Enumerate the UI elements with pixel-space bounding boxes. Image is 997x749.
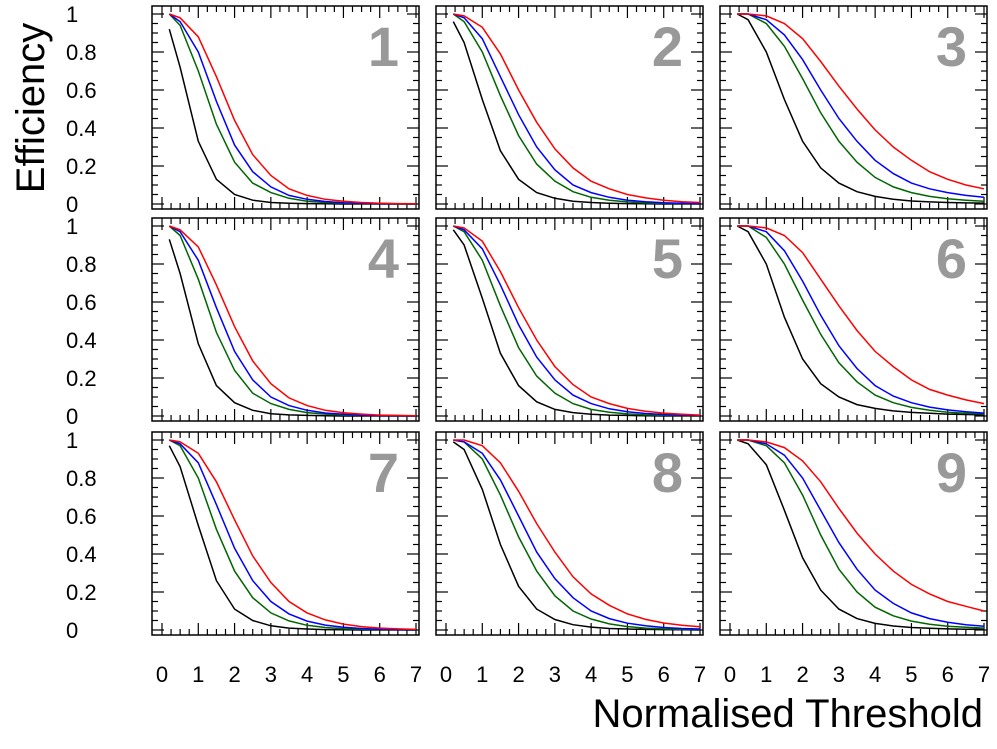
x-tick-label: 1 — [476, 662, 488, 687]
y-axis-title: Efficiency — [9, 23, 53, 193]
panel-9: 0 1 2 3 4 5 6 7 9 — [719, 431, 990, 687]
series-line-blue — [453, 13, 701, 205]
y-tick-label: 1 — [66, 214, 78, 239]
y-tick-label: 0.4 — [66, 542, 97, 567]
series-line-red — [737, 225, 985, 405]
panel-6: 6 — [719, 217, 988, 422]
y-tick-label: 0 — [66, 192, 78, 217]
x-axis-title: Normalised Threshold — [592, 692, 983, 736]
panel-3: 3 — [719, 5, 988, 210]
y-tick-label: 0.6 — [66, 290, 97, 315]
series-line-red — [453, 225, 701, 416]
series-line-blue — [737, 439, 985, 627]
y-tick-label: 0.4 — [66, 328, 97, 353]
x-tick-label: 4 — [301, 662, 313, 687]
y-tick-label: 0.2 — [66, 366, 97, 391]
series-line-red — [169, 13, 417, 205]
series-line-red — [737, 13, 985, 190]
series-line-blue — [737, 225, 985, 414]
panel-number-label: 5 — [652, 227, 683, 290]
panel-1: 0 0.2 0.4 0.6 0.8 1 1 — [66, 2, 420, 217]
x-tick-label: 3 — [265, 662, 277, 687]
panel-4: 0 0.2 0.4 0.6 0.8 1 4 — [66, 214, 420, 429]
y-tick-label: 0.2 — [66, 580, 97, 605]
series-line-blue — [737, 13, 985, 199]
panel-number-label: 4 — [368, 227, 399, 290]
panel-frame — [435, 431, 704, 636]
series-line-green — [452, 225, 701, 417]
y-tick-label: 0.8 — [66, 466, 97, 491]
y-tick-label: 1 — [66, 428, 78, 453]
panel-number-label: 2 — [652, 15, 683, 78]
panel-8: 0 1 2 3 4 5 6 7 8 — [435, 431, 706, 687]
panel-number-label: 3 — [936, 15, 967, 78]
series-line-blue — [453, 225, 701, 417]
x-tick-label: 4 — [869, 662, 881, 687]
x-tick-label: 4 — [585, 662, 597, 687]
panel-frame — [151, 431, 420, 636]
x-tick-label: 6 — [942, 662, 954, 687]
panel-7: 00.20.40.60.810 1 2 3 4 5 6 77 — [66, 428, 422, 687]
panel-grid: 00.20.40.60.811 2 300.20.40.60.814 5 600.20.… — [66, 2, 990, 687]
panel-frame — [151, 217, 420, 422]
y-tick-label: 0.6 — [66, 504, 97, 529]
series-line-red — [169, 225, 417, 417]
panel-5: 5 — [435, 217, 704, 422]
x-tick-label: 2 — [228, 662, 240, 687]
panel-frame — [435, 5, 704, 210]
series-line-green — [737, 439, 985, 629]
x-tick-label: 5 — [621, 662, 633, 687]
panel-frame — [151, 5, 420, 210]
series-line-green — [737, 13, 985, 203]
panel-2: 2 — [435, 5, 704, 210]
series-line-blue — [169, 439, 417, 631]
series-line-red — [737, 439, 985, 612]
panel-number-label: 8 — [652, 441, 683, 504]
series-line-black — [736, 225, 985, 416]
panel-frame — [719, 217, 988, 422]
x-tick-label: 2 — [796, 662, 808, 687]
x-tick-label: 0 — [440, 662, 452, 687]
panel-number-label: 1 — [368, 15, 399, 78]
y-tick-label: 0.4 — [66, 116, 97, 141]
y-tick-label: 0.8 — [66, 252, 97, 277]
series-line-black — [737, 439, 985, 631]
x-tick-label: 6 — [374, 662, 386, 687]
x-tick-label: 5 — [337, 662, 349, 687]
x-tick-label: 7 — [978, 662, 990, 687]
panel-frame — [435, 217, 704, 422]
y-tick-label: 0.6 — [66, 78, 97, 103]
x-tick-label: 3 — [549, 662, 561, 687]
series-line-black — [452, 441, 701, 631]
x-tick-label: 1 — [192, 662, 204, 687]
series-line-red — [169, 439, 417, 631]
series-line-red — [453, 439, 701, 628]
series-line-blue — [453, 439, 701, 630]
y-tick-label: 1 — [66, 2, 78, 27]
y-tick-label: 0.2 — [66, 154, 97, 179]
x-tick-label: 3 — [833, 662, 845, 687]
series-line-red — [453, 13, 701, 204]
y-tick-label: 0 — [66, 618, 78, 643]
panel-frame — [719, 5, 988, 210]
series-line-green — [737, 225, 985, 415]
panel-number-label: 9 — [936, 441, 967, 504]
panel-number-label: 7 — [368, 441, 399, 504]
x-tick-label: 7 — [410, 662, 422, 687]
y-tick-label: 0.8 — [66, 40, 97, 65]
series-line-green — [452, 13, 701, 205]
x-tick-label: 7 — [694, 662, 706, 687]
x-tick-label: 2 — [512, 662, 524, 687]
series-line-green — [453, 439, 701, 631]
x-tick-label: 6 — [658, 662, 670, 687]
panel-frame — [719, 431, 988, 636]
series-line-black — [736, 13, 985, 204]
x-tick-label: 0 — [724, 662, 736, 687]
panel-number-label: 6 — [936, 227, 967, 290]
x-tick-label: 0 — [156, 662, 168, 687]
y-tick-label: 0 — [66, 404, 78, 429]
x-tick-label: 5 — [905, 662, 917, 687]
x-tick-label: 1 — [760, 662, 772, 687]
